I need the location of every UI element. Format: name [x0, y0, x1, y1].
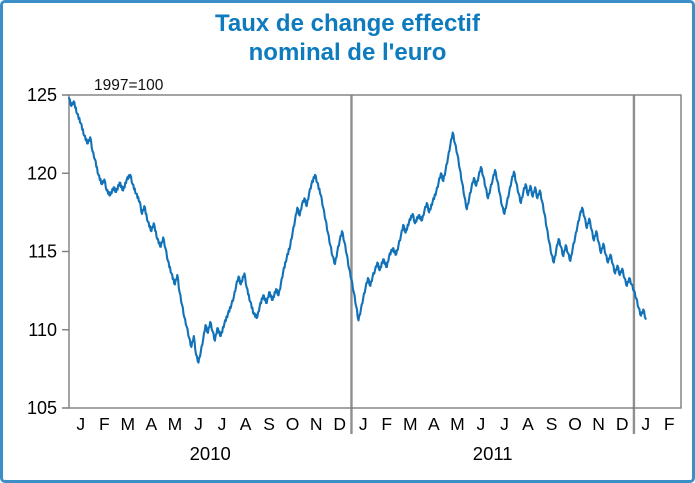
- chart-title-line1: Taux de change effectif: [215, 10, 480, 37]
- x-axis-month-label: J: [218, 414, 227, 434]
- y-axis-tick-label: 110: [28, 320, 57, 340]
- plot-frame: [68, 94, 682, 409]
- x-axis-month-label: F: [664, 414, 675, 434]
- x-axis-month-label: A: [240, 414, 252, 434]
- y-axis-tick-label: 120: [27, 163, 57, 183]
- x-axis-month-label: M: [450, 414, 465, 434]
- x-axis-year-label: 2010: [190, 443, 231, 464]
- unit-label: 1997=100: [94, 77, 164, 94]
- x-axis-month-label: A: [428, 414, 440, 434]
- x-axis-month-label: O: [568, 414, 582, 434]
- y-axis-tick-label: 125: [27, 85, 57, 105]
- x-axis-month-label: O: [286, 414, 300, 434]
- x-axis-month-label: J: [194, 414, 203, 434]
- x-axis-month-label: M: [168, 414, 183, 434]
- x-axis-month-label: S: [263, 414, 275, 434]
- x-axis-month-label: F: [381, 414, 392, 434]
- x-axis-month-label: M: [121, 414, 136, 434]
- x-axis-month-label: J: [477, 414, 486, 434]
- x-axis-month-label: N: [310, 414, 323, 434]
- x-axis-month-label: J: [500, 414, 509, 434]
- x-axis-month-label: A: [522, 414, 534, 434]
- x-axis-month-label: A: [146, 414, 158, 434]
- y-axis-tick-label: 105: [27, 398, 57, 418]
- x-axis-month-label: J: [359, 414, 368, 434]
- y-axis-tick-label: 115: [28, 242, 57, 262]
- euro-neer-line: [67, 97, 647, 364]
- x-axis-month-label: M: [403, 414, 418, 434]
- x-axis-month-label: J: [641, 414, 650, 434]
- x-axis-month-label: N: [592, 414, 605, 434]
- chart-title-line2: nominal de l'euro: [248, 39, 447, 67]
- x-axis-month-label: D: [616, 414, 629, 434]
- x-axis-year-label: 2011: [473, 443, 513, 464]
- x-axis-month-label: J: [76, 414, 85, 434]
- x-axis-month-label: F: [99, 414, 110, 434]
- x-axis-month-label: S: [546, 414, 558, 434]
- chart-title: Taux de change effectif nominal de l'eur…: [3, 9, 692, 68]
- x-axis-month-label: D: [333, 414, 346, 434]
